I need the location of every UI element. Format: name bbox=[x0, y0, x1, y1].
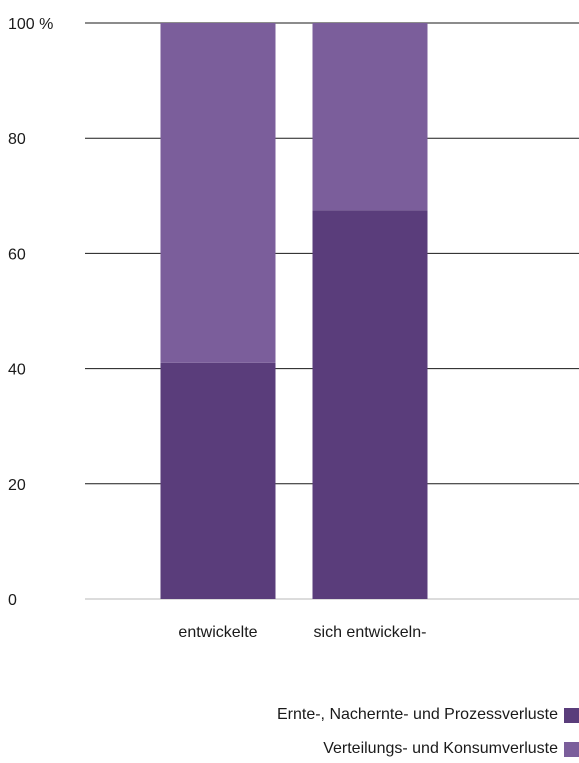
category-label-1-0: sich entwickeln- bbox=[314, 624, 427, 640]
bar-segment-1-0 bbox=[312, 210, 428, 599]
y-tick-label-40: 40 bbox=[8, 362, 26, 379]
y-tick-label-100: 100 % bbox=[8, 16, 53, 33]
y-tick-label-80: 80 bbox=[8, 131, 26, 148]
bar-segment-0-1 bbox=[160, 23, 276, 363]
bar-segment-1-1 bbox=[312, 23, 428, 211]
y-tick-label-60: 60 bbox=[8, 246, 26, 263]
y-tick-label-20: 20 bbox=[8, 477, 26, 494]
legend-swatch-consumption-losses bbox=[564, 741, 579, 757]
legend-label-consumption-losses: Verteilungs- und Konsumverluste bbox=[323, 740, 558, 757]
y-tick-label-0: 0 bbox=[8, 592, 17, 609]
legend-item-consumption-losses: Verteilungs- und Konsumverluste bbox=[323, 740, 579, 758]
bar-segment-0-0 bbox=[160, 362, 276, 599]
legend-swatch-harvest-losses bbox=[564, 707, 579, 723]
legend-item-harvest-losses: Ernte-, Nachernte- und Prozessverluste bbox=[277, 706, 579, 724]
category-label-0-0: entwickelte bbox=[178, 624, 257, 640]
legend-label-harvest-losses: Ernte-, Nachernte- und Prozessverluste bbox=[276, 706, 558, 723]
